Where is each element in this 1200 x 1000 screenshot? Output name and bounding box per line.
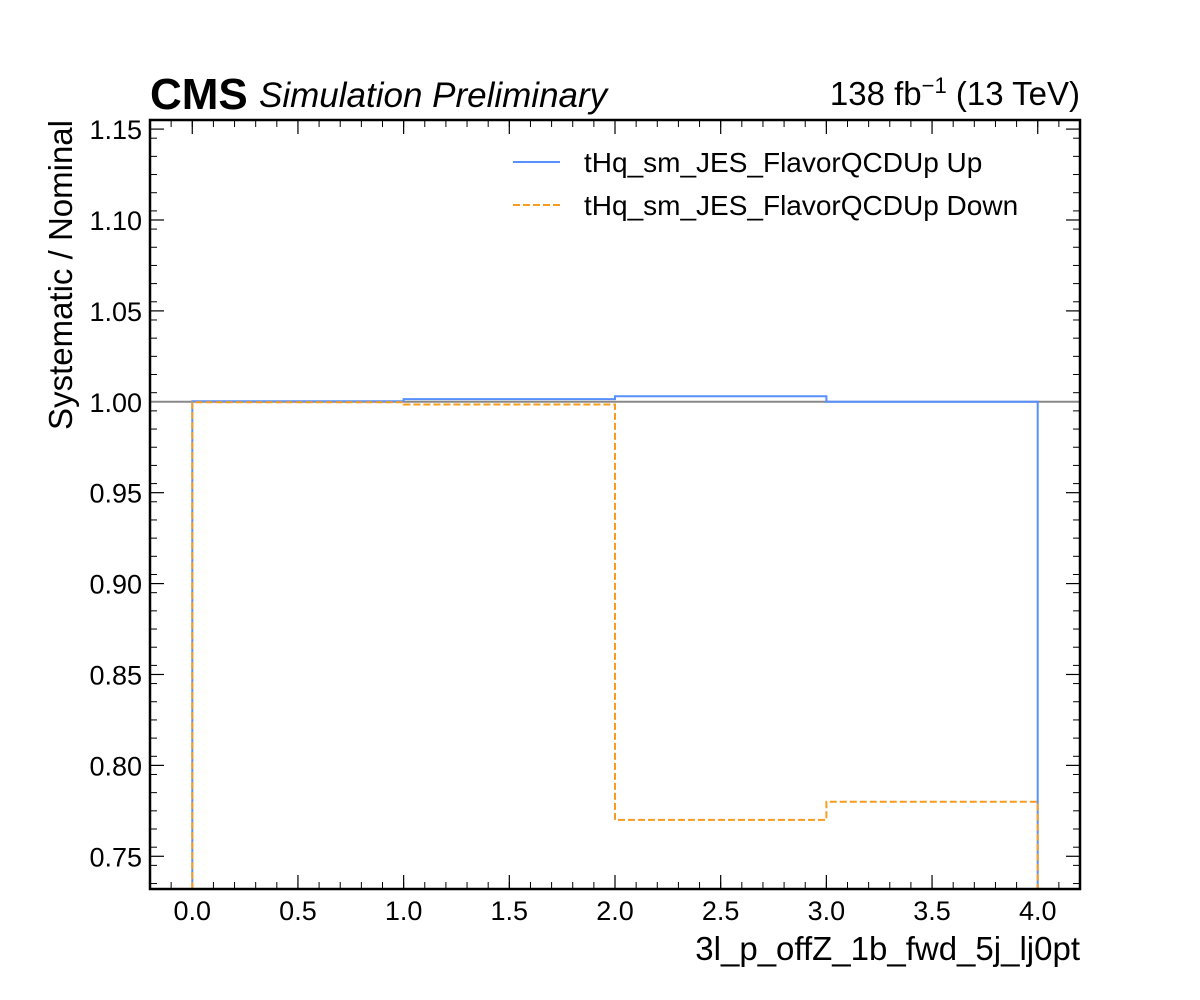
y-tick-label: 0.90 [89, 570, 142, 600]
legend-label-up: tHq_sm_JES_FlavorQCDUp Up [584, 147, 982, 178]
x-tick-label: 2.0 [596, 896, 634, 926]
lumi-value: 138 fb [830, 75, 922, 112]
x-tick-label: 2.5 [702, 896, 740, 926]
lumi-label: 138 fb−1 (13 TeV) [830, 73, 1080, 112]
lumi-energy: (13 TeV) [947, 75, 1080, 112]
y-tick-label: 1.05 [89, 297, 142, 327]
y-tick-label: 0.75 [89, 842, 142, 872]
y-axis-label: Systematic / Nominal [42, 120, 79, 430]
series-line-up [191, 395, 1039, 889]
y-tick-label: 1.15 [89, 115, 142, 145]
x-tick-label: 3.5 [913, 896, 951, 926]
x-tick-label: 3.0 [808, 896, 846, 926]
y-tick-label: 1.10 [89, 206, 142, 236]
y-tick-label: 0.80 [89, 751, 142, 781]
y-tick-label: 1.00 [89, 388, 142, 418]
tick-labels: 0.0 0.5 1.0 1.5 2.0 2.5 3.0 3.5 4.0 0.75 0.80 0.85 0… [89, 115, 1056, 926]
series-group [191, 395, 1039, 889]
plot-frame [148, 118, 1082, 891]
x-tick-label: 0.0 [173, 896, 211, 926]
legend-label-down: tHq_sm_JES_FlavorQCDUp Down [584, 190, 1018, 221]
x-tick-label: 4.0 [1019, 896, 1057, 926]
x-tick-label: 1.5 [491, 896, 529, 926]
y-tick-label: 0.85 [89, 660, 142, 690]
x-axis-label: 3l_p_offZ_1b_fwd_5j_lj0pt [695, 930, 1080, 967]
lumi-exponent: −1 [922, 73, 947, 98]
cms-subtitle: Simulation Preliminary [259, 76, 610, 115]
legend: tHq_sm_JES_FlavorQCDUp Up tHq_sm_JES_Fla… [513, 147, 1018, 221]
cms-label: CMS [150, 70, 248, 119]
x-tick-label: 1.0 [385, 896, 423, 926]
series-line-down [191, 401, 1039, 889]
y-tick-label: 0.95 [89, 479, 142, 509]
x-tick-label: 0.5 [279, 896, 317, 926]
